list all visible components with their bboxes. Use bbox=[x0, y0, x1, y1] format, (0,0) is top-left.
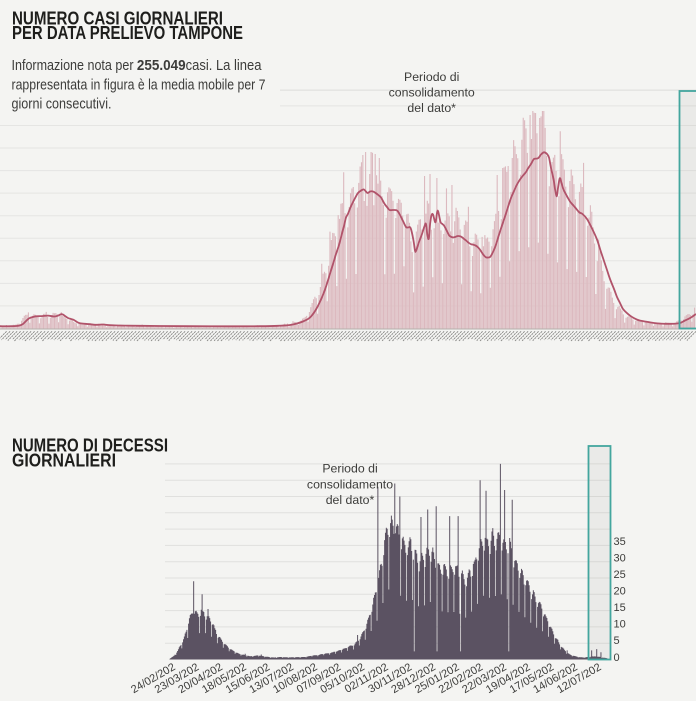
svg-text:Periodo di: Periodo di bbox=[404, 70, 459, 84]
svg-text:consolidamento: consolidamento bbox=[307, 477, 393, 491]
svg-text:consolidamento: consolidamento bbox=[389, 86, 475, 100]
svg-text:255.049: 255.049 bbox=[137, 57, 186, 74]
svg-text:giorni consecutivi.: giorni consecutivi. bbox=[12, 96, 112, 113]
svg-text:30: 30 bbox=[614, 553, 626, 565]
svg-text:25: 25 bbox=[614, 569, 626, 581]
svg-text:Periodo di: Periodo di bbox=[322, 461, 377, 475]
svg-text:35: 35 bbox=[614, 536, 626, 548]
svg-text:0: 0 bbox=[614, 652, 620, 664]
svg-text:5: 5 bbox=[614, 635, 620, 647]
svg-text:Informazione nota per: Informazione nota per bbox=[12, 57, 134, 74]
svg-text:casi. La linea: casi. La linea bbox=[186, 57, 262, 74]
svg-text:GIORNALIERI: GIORNALIERI bbox=[12, 451, 116, 471]
svg-text:rappresentata in figura è la m: rappresentata in figura è la media mobil… bbox=[12, 77, 266, 94]
svg-text:15: 15 bbox=[614, 602, 626, 614]
svg-text:PER DATA PRELIEVO TAMPONE: PER DATA PRELIEVO TAMPONE bbox=[12, 23, 243, 43]
svg-text:10: 10 bbox=[614, 619, 626, 631]
svg-text:20: 20 bbox=[614, 586, 626, 598]
svg-text:del dato*: del dato* bbox=[326, 493, 375, 507]
svg-text:del dato*: del dato* bbox=[407, 101, 456, 115]
